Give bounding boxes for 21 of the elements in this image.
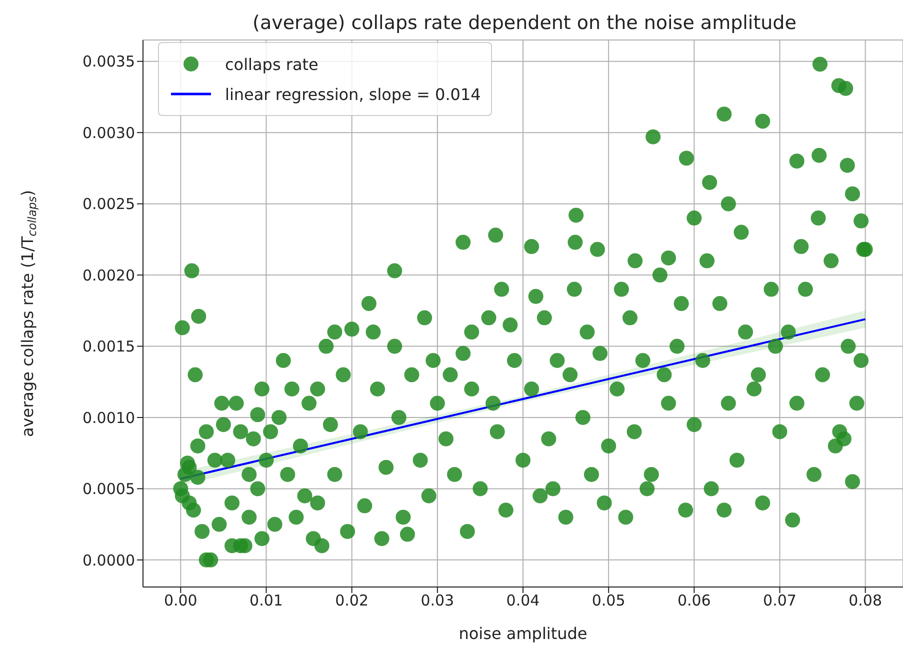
chart-title: (average) collaps rate dependent on the noise amplitude xyxy=(252,12,798,34)
y-tick-label: 0.0030 xyxy=(82,124,135,142)
x-tick-label: 0.03 xyxy=(420,592,454,610)
y-tick-label: 0.0020 xyxy=(82,266,135,284)
x-tick-label: 0.08 xyxy=(848,592,882,610)
y-tick-label: 0.0000 xyxy=(82,551,135,570)
x-tick-label: 0.02 xyxy=(335,592,369,610)
y-tick-label: 0.0010 xyxy=(82,408,135,427)
x-tick-label: 0.05 xyxy=(592,592,626,610)
x-tick-label: 0.07 xyxy=(763,592,796,610)
legend-label: collaps rate xyxy=(225,54,318,74)
x-tick-label: 0.04 xyxy=(506,592,540,610)
y-tick-label: 0.0035 xyxy=(82,52,135,71)
x-tick-label: 0.00 xyxy=(164,592,198,610)
x-tick-label: 0.01 xyxy=(250,592,283,610)
legend-label: linear regression, slope = 0.014 xyxy=(225,84,481,104)
y-tick-label: 0.0005 xyxy=(82,480,135,498)
y-tick-label: 0.0025 xyxy=(82,195,135,214)
x-axis-title: noise amplitude xyxy=(458,624,588,643)
x-tick-label: 0.06 xyxy=(677,592,711,610)
y-tick-label: 0.0015 xyxy=(82,338,135,356)
